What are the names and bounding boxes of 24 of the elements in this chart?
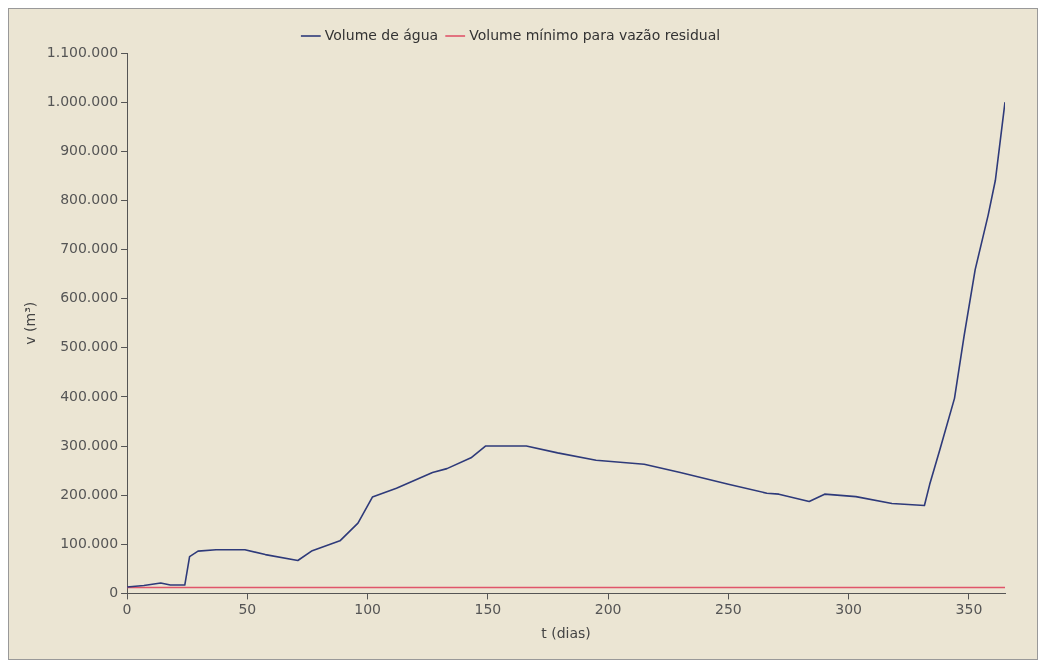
- x-tick-label: 250: [715, 601, 742, 618]
- y-tick-label: 900.000: [60, 141, 119, 158]
- y-tick-label: 300.000: [60, 436, 119, 453]
- y-tick-label: 1.100.000: [46, 43, 119, 60]
- x-tick-label: 150: [474, 601, 502, 618]
- y-tick-label: 100.000: [60, 534, 119, 551]
- x-tick-label: 300: [835, 601, 863, 618]
- legend-label: Volume de água: [324, 26, 439, 43]
- x-tick-label: 200: [594, 601, 622, 618]
- y-tick-label: 1.000.000: [46, 92, 119, 109]
- y-tick-label: 0: [109, 584, 119, 601]
- y-tick-label: 500.000: [60, 338, 119, 355]
- y-tick-label: 200.000: [60, 485, 119, 502]
- legend-label: Volume mínimo para vazão residual: [469, 26, 721, 43]
- y-tick-label: 700.000: [60, 240, 119, 257]
- y-tick-label: 600.000: [60, 289, 119, 306]
- x-tick-label: 100: [354, 601, 381, 618]
- x-tick-label: 350: [955, 601, 983, 618]
- y-tick-label: 400.000: [60, 387, 119, 404]
- y-tick-label: 800.000: [60, 191, 119, 208]
- x-axis-title: t (dias): [541, 625, 591, 642]
- y-axis-title: v (m³): [22, 301, 39, 345]
- x-tick-label: 0: [122, 601, 132, 618]
- x-tick-label: 50: [238, 601, 257, 618]
